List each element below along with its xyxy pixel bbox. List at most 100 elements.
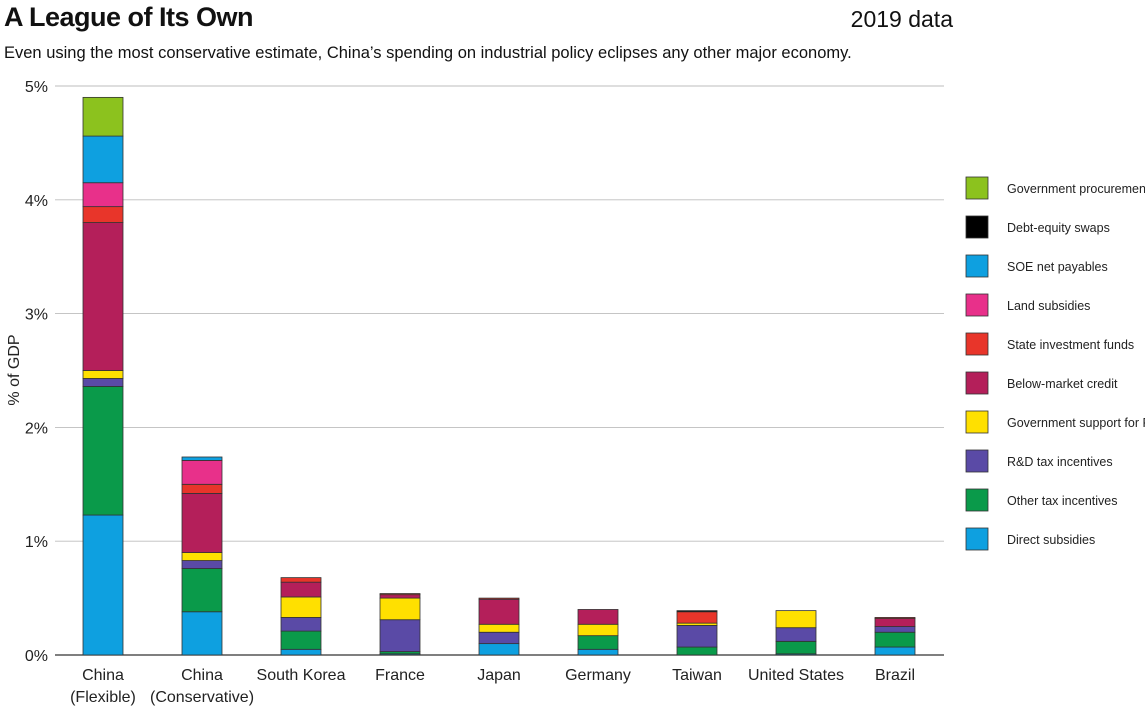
bar-segment bbox=[181, 483, 223, 494]
legend-swatch bbox=[965, 254, 989, 278]
bar-segment bbox=[82, 206, 124, 223]
bar-segment bbox=[775, 610, 817, 629]
legend-label: Government procurement bbox=[1007, 182, 1145, 196]
bar-segment bbox=[874, 631, 916, 648]
bar-segment bbox=[775, 627, 817, 642]
bar-segment bbox=[478, 643, 520, 656]
x-tick-label: Germany bbox=[565, 667, 631, 684]
bar-segment bbox=[379, 597, 421, 621]
legend-swatch bbox=[965, 293, 989, 317]
y-tick-label: 1% bbox=[25, 534, 48, 551]
legend-swatch bbox=[965, 488, 989, 512]
bar-segment bbox=[775, 640, 817, 655]
bar-segment bbox=[478, 631, 520, 645]
bar-segment bbox=[82, 386, 124, 516]
bars bbox=[82, 96, 916, 656]
bar-segment bbox=[181, 493, 223, 553]
x-tick-label: China (Conservative) bbox=[150, 667, 254, 706]
x-axis-ticks: China (Flexible) China (Conservative)South … bbox=[70, 667, 915, 706]
x-tick-label: United States bbox=[748, 667, 844, 684]
bar-segment bbox=[181, 552, 223, 561]
legend-swatch bbox=[965, 176, 989, 200]
bar-segment bbox=[280, 596, 322, 618]
y-tick-label: 0% bbox=[25, 648, 48, 665]
bar-segment bbox=[478, 598, 520, 625]
bar-segment bbox=[379, 619, 421, 652]
bar-stack bbox=[775, 610, 817, 656]
legend-label: Other tax incentives bbox=[1007, 494, 1117, 508]
bar-segment bbox=[82, 182, 124, 208]
bar-segment bbox=[82, 378, 124, 387]
bar-segment bbox=[280, 630, 322, 650]
x-tick-label: Taiwan bbox=[672, 667, 722, 684]
bar-segment bbox=[577, 648, 619, 656]
bar-segment bbox=[874, 617, 916, 619]
data-year-badge: 2019 data bbox=[850, 6, 953, 32]
bar-segment bbox=[82, 514, 124, 656]
bar-segment bbox=[577, 623, 619, 637]
x-tick-label: South Korea bbox=[257, 667, 346, 684]
bar-segment bbox=[478, 597, 520, 600]
y-axis-label: % of GDP bbox=[6, 334, 23, 405]
legend-swatch bbox=[965, 371, 989, 395]
bar-segment bbox=[874, 646, 916, 656]
bar-segment bbox=[181, 568, 223, 613]
legend-label: Debt-equity swaps bbox=[1007, 221, 1110, 235]
bar-stack bbox=[676, 610, 718, 656]
bar-segment bbox=[379, 593, 421, 596]
bar-stack bbox=[82, 96, 124, 656]
legend-label: SOE net payables bbox=[1007, 260, 1108, 274]
bar-stack bbox=[181, 456, 223, 656]
bar-segment bbox=[874, 618, 916, 627]
bar-stack bbox=[874, 617, 916, 656]
bar-segment bbox=[280, 581, 322, 598]
bar-segment bbox=[676, 625, 718, 648]
bar-segment bbox=[82, 135, 124, 184]
bar-segment bbox=[181, 560, 223, 569]
bar-segment bbox=[82, 96, 124, 137]
chart-title: A League of Its Own bbox=[4, 2, 254, 32]
legend-swatch bbox=[965, 527, 989, 551]
y-tick-label: 2% bbox=[25, 420, 48, 437]
y-axis-ticks: 0% 1% 2% 3% 4% 5% bbox=[25, 79, 48, 665]
legend-label: Land subsidies bbox=[1007, 299, 1090, 313]
chart-subtitle: Even using the most conservative estimat… bbox=[4, 44, 852, 62]
bar-segment bbox=[379, 594, 421, 599]
bar-segment bbox=[82, 370, 124, 379]
bar-segment bbox=[478, 623, 520, 633]
bar-segment bbox=[280, 617, 322, 632]
bar-segment bbox=[676, 646, 718, 656]
x-tick-label: Brazil bbox=[875, 667, 915, 684]
bar-segment bbox=[577, 635, 619, 650]
legend-label: R&D tax incentives bbox=[1007, 455, 1113, 469]
legend-label: Below-market credit bbox=[1007, 377, 1118, 391]
bar-stack bbox=[577, 609, 619, 656]
legend-swatch bbox=[965, 410, 989, 434]
y-tick-label: 4% bbox=[25, 193, 48, 210]
bar-segment bbox=[874, 626, 916, 633]
bar-segment bbox=[181, 611, 223, 656]
bar-segment bbox=[676, 610, 718, 613]
legend-swatch bbox=[965, 449, 989, 473]
bar-stack bbox=[478, 597, 520, 656]
legend-label: Government support for R&D bbox=[1007, 416, 1145, 430]
legend-label: Direct subsidies bbox=[1007, 533, 1095, 547]
bar-segment bbox=[280, 577, 322, 583]
x-tick-label: France bbox=[375, 667, 425, 684]
legend-swatch bbox=[965, 215, 989, 239]
legend-swatch bbox=[965, 332, 989, 356]
x-tick-label: China (Flexible) bbox=[70, 667, 136, 706]
bar-segment bbox=[181, 456, 223, 461]
bar-stack bbox=[280, 577, 322, 656]
bar-segment bbox=[577, 609, 619, 625]
bar-segment bbox=[82, 222, 124, 371]
legend: Government procurement Debt-equity swaps S… bbox=[965, 176, 1145, 551]
y-tick-label: 5% bbox=[25, 79, 48, 96]
legend-label: State investment funds bbox=[1007, 338, 1134, 352]
x-tick-label: Japan bbox=[477, 667, 521, 684]
y-tick-label: 3% bbox=[25, 307, 48, 324]
bar-segment bbox=[280, 648, 322, 656]
bar-stack bbox=[379, 593, 421, 656]
bar-segment bbox=[676, 611, 718, 624]
